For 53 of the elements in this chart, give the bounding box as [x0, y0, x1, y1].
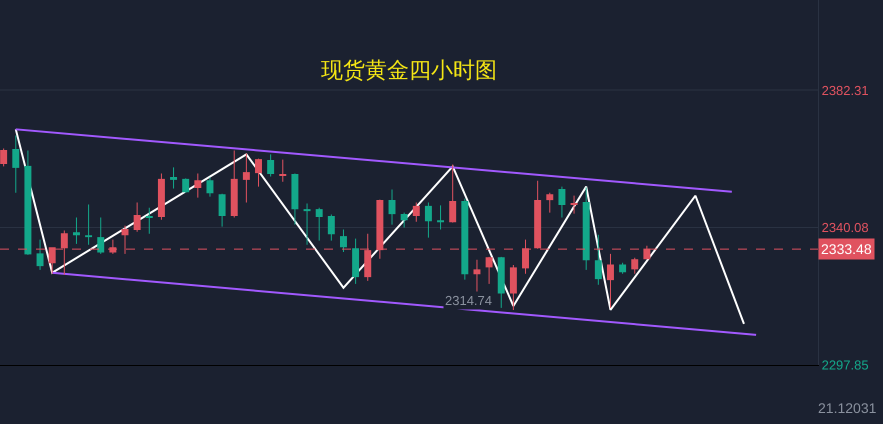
line-series — [14, 128, 745, 325]
candlestick — [146, 207, 153, 234]
candlestick — [424, 202, 432, 238]
candlestick — [558, 186, 566, 218]
candlestick — [400, 212, 408, 228]
candlestick — [291, 173, 298, 226]
candlestick — [279, 159, 286, 182]
y-tick-label: 2297.85 — [822, 358, 869, 373]
candlestick — [619, 262, 626, 274]
candlestick — [582, 187, 590, 270]
candlestick — [134, 202, 141, 232]
candlestick — [267, 154, 274, 177]
candlestick — [388, 188, 396, 226]
candlestick — [85, 204, 92, 246]
candlestick — [182, 178, 190, 194]
candlestick — [498, 256, 505, 308]
candlestick — [546, 192, 554, 214]
candlestick — [255, 158, 262, 188]
candlestick — [594, 234, 602, 286]
candlestick — [328, 214, 335, 242]
candlestick — [194, 173, 202, 198]
candlestick — [206, 176, 214, 198]
candlestick — [72, 216, 80, 244]
candlestick — [570, 195, 578, 214]
candlestick — [340, 229, 347, 252]
candlestick — [158, 173, 165, 220]
candlestick — [437, 204, 444, 230]
annotation: 2314.74 — [445, 293, 492, 308]
candlestick — [304, 202, 311, 246]
candlestick — [36, 239, 44, 270]
candlestick — [316, 207, 323, 242]
candlestick — [449, 164, 456, 224]
candlestick — [352, 238, 360, 284]
candlestick — [242, 152, 250, 204]
candlestick — [230, 150, 238, 218]
candlestick — [412, 202, 420, 222]
candlestick — [631, 257, 638, 274]
candlestick — [24, 150, 32, 256]
text: 现货黄金四小时图 — [321, 58, 497, 83]
candlestick — [170, 166, 178, 190]
candlestick — [218, 193, 226, 228]
candlestick — [486, 256, 493, 284]
candlestick — [97, 216, 104, 254]
text: 21.12031 — [818, 400, 877, 416]
candlestick — [12, 134, 20, 194]
candlestick — [0, 148, 8, 167]
candlestick — [510, 264, 517, 311]
y-tick-label: 2382.31 — [822, 82, 869, 98]
ref-line-label: 2333.48 — [821, 241, 872, 257]
candlestick — [473, 259, 480, 292]
y-tick-label: 2340.08 — [822, 220, 869, 236]
candlestick — [461, 198, 468, 280]
candlestick — [606, 253, 614, 308]
